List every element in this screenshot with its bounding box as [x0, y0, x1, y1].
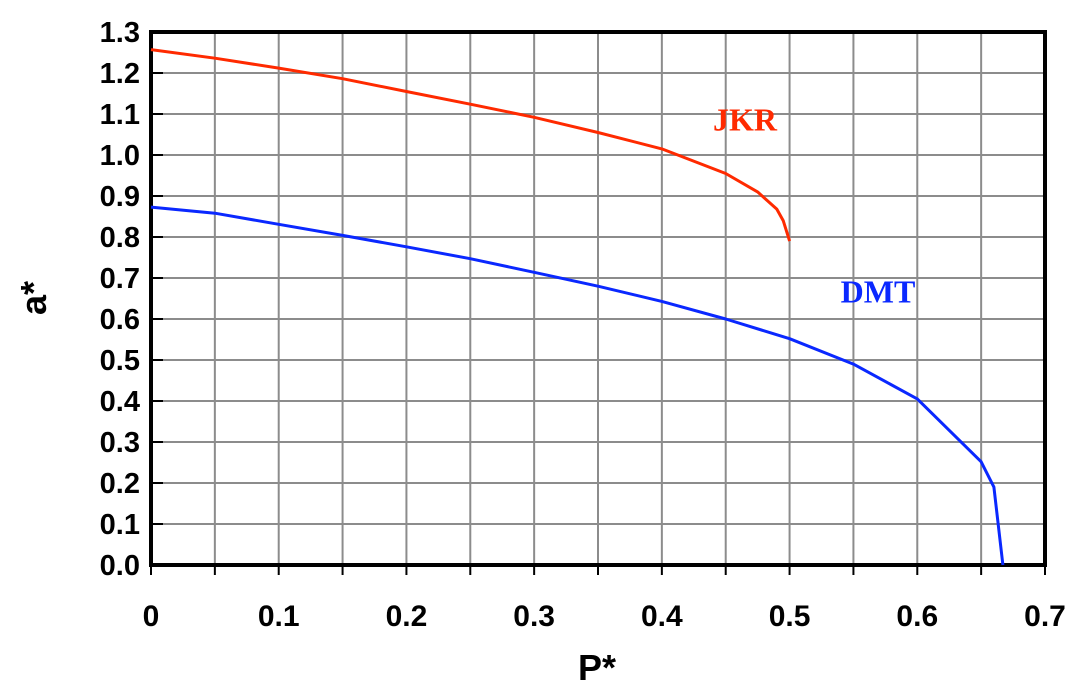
x-tick-label: 0	[143, 600, 160, 633]
series-lines	[150, 48, 1005, 566]
x-tick-label: 0.6	[896, 600, 938, 633]
series-label-jkr: JKR	[713, 101, 778, 137]
vertical-gridlines	[213, 32, 983, 565]
y-tick-label: 0.1	[100, 509, 140, 541]
y-tick-label: 0.9	[100, 181, 140, 213]
x-axis-title: P*	[578, 647, 616, 688]
y-tick-label: 0.5	[100, 345, 140, 377]
x-tick-label: 0.3	[513, 600, 555, 633]
y-tick-label: 0.8	[100, 222, 140, 254]
series-label-dmt: DMT	[841, 274, 916, 310]
series-line-jkr	[150, 48, 792, 242]
y-tick-label: 0.7	[100, 263, 140, 295]
x-tick-label: 0.5	[769, 600, 811, 633]
y-tick-label: 0.2	[100, 468, 140, 500]
x-tick-label: 0.4	[641, 600, 683, 633]
y-tick-label: 1.0	[100, 140, 140, 172]
x-tick-labels: 0 0.1 0.2 0.3 0.4 0.5 0.6 0.7	[143, 600, 1066, 633]
x-tick-label: 0.2	[386, 600, 428, 633]
y-tick-label: 1.3	[100, 17, 140, 49]
horizontal-gridlines	[151, 72, 1045, 525]
y-tick-label: 1.2	[100, 58, 140, 90]
x-tick-label: 0.1	[258, 600, 300, 633]
series-labels: JKR DMT	[713, 101, 915, 309]
y-tick-label: 1.1	[100, 99, 140, 131]
y-tick-label: 0.6	[100, 304, 140, 336]
y-tick-labels: 0.0 0.1 0.2 0.3 0.4 0.5 0.6 0.7 0.8 0.9 1.0 1.1 1.2 1…	[100, 17, 140, 582]
y-tick-label: 0.3	[100, 427, 140, 459]
series-line-dmt	[150, 205, 1005, 566]
tick-marks	[150, 31, 1046, 575]
y-tick-label: 0.0	[100, 550, 140, 582]
y-tick-label: 0.4	[100, 386, 140, 418]
x-tick-label: 0.7	[1024, 600, 1066, 633]
y-axis-title: a*	[13, 281, 54, 315]
